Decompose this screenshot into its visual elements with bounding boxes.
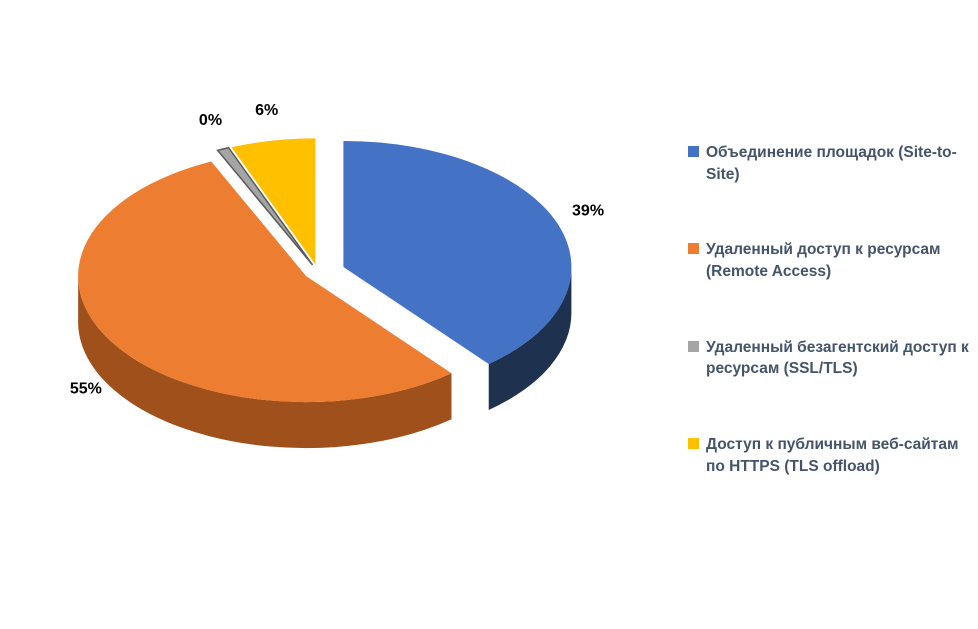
legend: Объединение площадок (Site-to-Site) Удале… <box>688 142 970 478</box>
legend-label: Удаленный безагентский доступ к ресурсам… <box>706 338 969 378</box>
data-label: 39% <box>572 202 604 219</box>
legend-item: Удаленный безагентский доступ к ресурсам… <box>688 337 970 380</box>
pie-slice-top <box>78 161 452 403</box>
legend-marker-icon <box>688 243 699 255</box>
legend-item: Объединение площадок (Site-to-Site) <box>688 142 970 185</box>
pie-slice-top <box>343 140 572 365</box>
legend-item: Доступ к публичным веб-сайтам по HTTPS (… <box>688 434 970 477</box>
legend-label: Удаленный доступ к ресурсам (Remote Acce… <box>706 241 941 281</box>
data-label: 6% <box>255 102 278 119</box>
pie-slice-side <box>488 266 572 411</box>
legend-marker-icon <box>688 146 699 157</box>
legend-label: Доступ к публичным веб-сайтам по HTTPS (… <box>706 436 959 475</box>
legend-label: Объединение площадок (Site-to-Site) <box>706 144 957 183</box>
legend-marker-icon <box>688 438 699 450</box>
pie-slice-top <box>231 138 316 265</box>
legend-item: Удаленный доступ к ресурсам (Remote Acce… <box>688 239 970 282</box>
pie-slice-top <box>216 146 314 266</box>
pie-slice-side <box>78 276 452 449</box>
data-label: 55% <box>70 381 102 398</box>
data-label: 0% <box>199 112 222 129</box>
legend-marker-icon <box>688 340 699 352</box>
